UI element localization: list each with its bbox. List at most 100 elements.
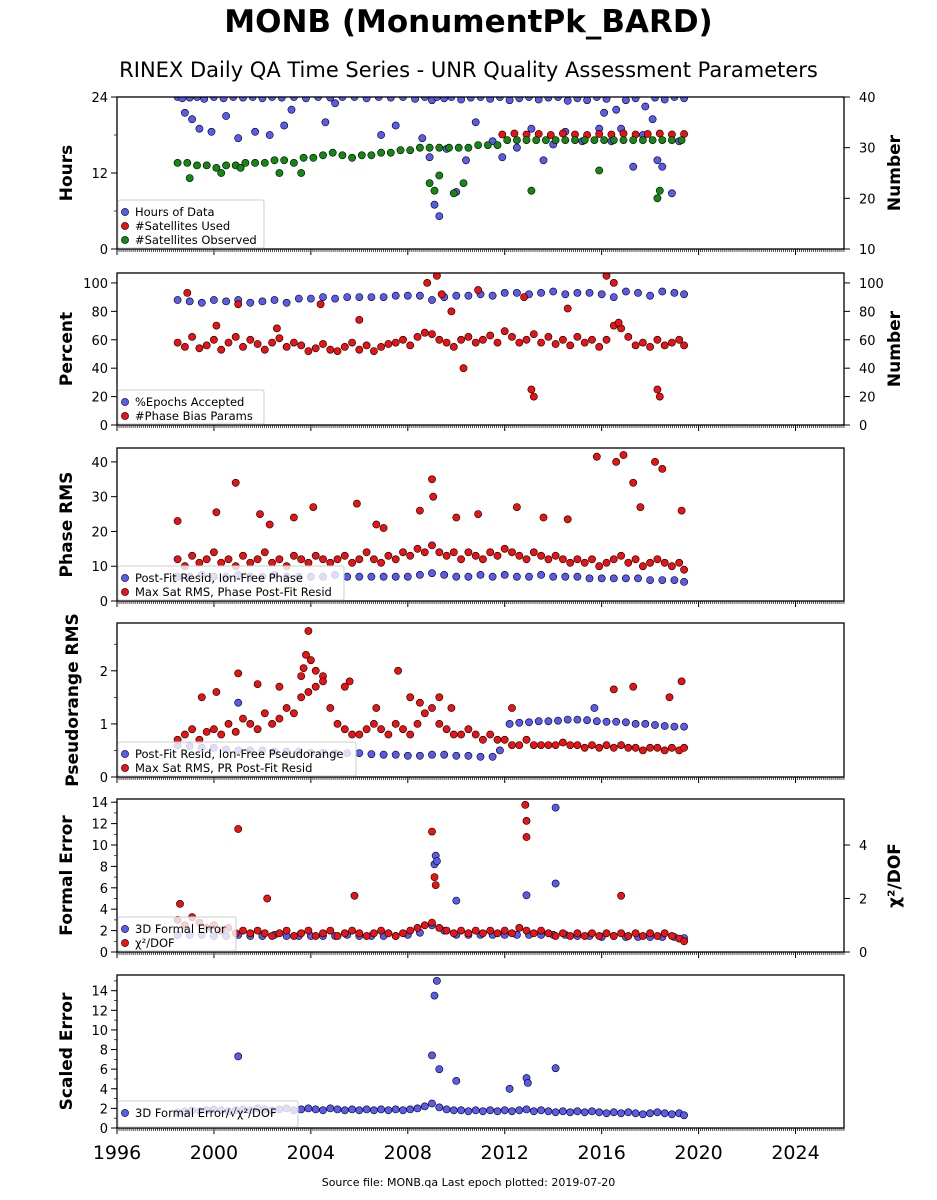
- data-point: [464, 548, 473, 557]
- data-point: [428, 296, 436, 304]
- data-point: [658, 162, 667, 171]
- data-point: [449, 342, 458, 351]
- data-point: [515, 924, 524, 932]
- data-point: [639, 746, 647, 755]
- data-point: [609, 574, 618, 583]
- data-point: [406, 730, 415, 739]
- data-point: [522, 926, 531, 935]
- data-point: [222, 112, 230, 120]
- data-point: [415, 571, 424, 579]
- data-point: [234, 134, 243, 143]
- data-point: [471, 338, 480, 347]
- data-point: [447, 307, 456, 316]
- data-point: [239, 926, 247, 935]
- data-point: [680, 565, 688, 574]
- data-point: [595, 1108, 604, 1117]
- data-point: [391, 291, 400, 300]
- legend-label: #Phase Bias Params: [135, 409, 253, 423]
- data-point: [256, 510, 264, 518]
- data-point: [609, 136, 618, 144]
- legend: Hours of Data#Satellites Used#Satellites…: [117, 199, 265, 249]
- y-tick-label: 0: [100, 1122, 108, 1137]
- data-point: [270, 296, 279, 304]
- data-point: [391, 555, 400, 564]
- data-point: [391, 932, 400, 940]
- data-point: [680, 937, 688, 946]
- data-point: [241, 158, 250, 167]
- data-point: [529, 1107, 538, 1116]
- data-point: [486, 730, 495, 739]
- data-point: [209, 296, 218, 304]
- data-point: [614, 318, 623, 327]
- data-point: [372, 520, 381, 529]
- data-point: [326, 558, 335, 567]
- data-point: [195, 558, 204, 567]
- data-point: [680, 743, 688, 752]
- y-axis-label: Formal Error: [57, 815, 77, 936]
- data-point: [600, 108, 608, 117]
- data-point: [333, 1105, 342, 1114]
- plot-frame: [116, 798, 845, 953]
- y-tick-label: 10: [91, 560, 108, 575]
- data-point: [212, 163, 221, 172]
- data-point: [253, 680, 262, 688]
- legend-label: #Satellites Used: [135, 219, 230, 233]
- data-point: [188, 115, 196, 124]
- data-point: [297, 1105, 306, 1114]
- data-point: [372, 704, 381, 712]
- data-point: [527, 124, 536, 133]
- data-point: [624, 1108, 633, 1117]
- y-tick-label: 1: [100, 718, 108, 733]
- data-point: [660, 929, 669, 938]
- data-point: [306, 294, 315, 303]
- data-point: [234, 669, 243, 678]
- data-point: [508, 1107, 516, 1116]
- data-point: [641, 102, 650, 111]
- data-point: [471, 551, 480, 560]
- data-point: [486, 97, 495, 103]
- data-point: [311, 682, 320, 691]
- data-point: [173, 338, 182, 347]
- data-point: [326, 345, 335, 354]
- data-point: [522, 817, 531, 825]
- data-point: [355, 293, 364, 301]
- data-point: [234, 698, 243, 707]
- data-point: [546, 131, 555, 139]
- data-point: [544, 1107, 553, 1116]
- data-point: [442, 1105, 451, 1114]
- data-point: [386, 148, 395, 157]
- data-point: [282, 704, 291, 712]
- data-point: [379, 293, 388, 301]
- legend-label: Post-Fit Resid, Ion-Free Phase: [135, 571, 303, 585]
- data-point: [609, 932, 618, 940]
- data-point: [311, 551, 320, 560]
- data-point: [660, 558, 669, 567]
- data-point: [522, 891, 531, 900]
- data-point: [588, 929, 596, 938]
- data-point: [668, 743, 676, 752]
- y-tick-label: 12: [91, 1004, 108, 1019]
- data-point: [500, 926, 509, 935]
- data-point: [648, 115, 657, 124]
- data-point: [622, 287, 630, 296]
- data-point: [559, 929, 567, 938]
- data-point: [326, 1104, 335, 1113]
- data-point: [602, 1109, 611, 1118]
- data-point: [415, 291, 424, 300]
- data-point: [399, 1106, 407, 1115]
- y-axis-label: Hours: [57, 145, 77, 202]
- data-point: [275, 555, 284, 564]
- data-point: [331, 294, 339, 303]
- data-point: [585, 574, 594, 583]
- data-point: [413, 1104, 422, 1113]
- data-point: [639, 562, 647, 571]
- data-point: [442, 725, 451, 734]
- data-point: [653, 194, 662, 203]
- data-point: [551, 136, 560, 144]
- data-point: [660, 1109, 669, 1118]
- data-point: [319, 151, 327, 160]
- data-point: [355, 730, 364, 739]
- data-point: [304, 627, 313, 635]
- data-point: [639, 338, 647, 347]
